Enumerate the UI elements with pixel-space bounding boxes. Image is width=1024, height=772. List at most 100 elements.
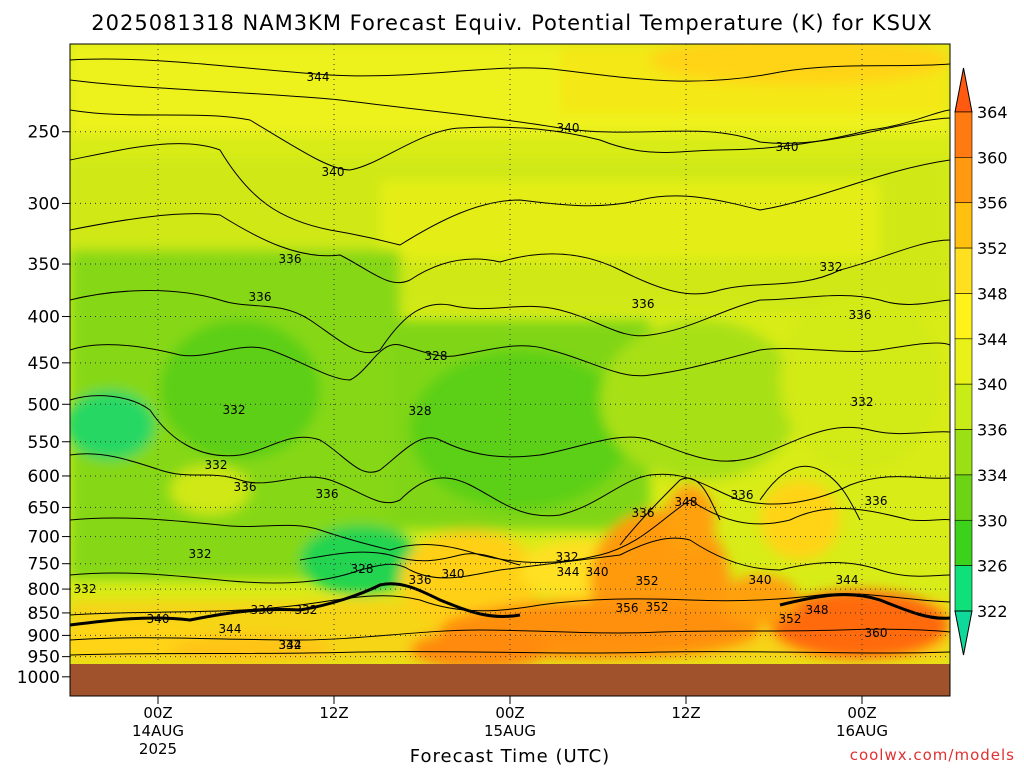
y-tick-label: 600 bbox=[28, 467, 60, 487]
colorbar-segment bbox=[954, 247, 973, 294]
contour-label: 348 bbox=[806, 603, 829, 617]
colorbar-tick-label: 352 bbox=[977, 239, 1008, 258]
contour-label: 332 bbox=[851, 395, 874, 409]
x-tick-label: 2025 bbox=[139, 740, 177, 758]
y-tick-label: 400 bbox=[28, 308, 60, 328]
contour-label: 336 bbox=[409, 573, 432, 587]
colorbar-tick-label: 334 bbox=[977, 466, 1008, 485]
plot-area bbox=[70, 44, 950, 664]
contour-label: 332 bbox=[279, 638, 302, 652]
y-axis: 2503003504004505005506006507007508008509… bbox=[17, 123, 70, 688]
contour-labels: 344 340 340 340 336 336 336 332 336 336 328 332 328 3… bbox=[74, 70, 888, 652]
ground-band bbox=[70, 664, 950, 696]
y-tick-label: 700 bbox=[28, 528, 60, 548]
contour-label: 336 bbox=[632, 506, 655, 520]
contour-label: 340 bbox=[442, 567, 465, 581]
contour-label: 360 bbox=[865, 626, 888, 640]
x-tick-label: 12Z bbox=[671, 704, 700, 722]
x-tick-label: 15AUG bbox=[484, 722, 536, 740]
y-tick-label: 1000 bbox=[17, 668, 60, 688]
y-tick-label: 850 bbox=[28, 604, 60, 624]
colorbar: 364 360 356 352 348 344 340 336 334 330 326 322 bbox=[954, 67, 1008, 656]
colorbar-segment bbox=[954, 202, 973, 249]
contour-label: 336 bbox=[279, 252, 302, 266]
colorbar-segment bbox=[954, 157, 973, 204]
contour-label: 336 bbox=[865, 494, 888, 508]
x-tick-label: 00Z bbox=[143, 704, 172, 722]
contour-label: 340 bbox=[776, 140, 799, 154]
colorbar-segment bbox=[954, 565, 973, 612]
chart-title: 2025081318 NAM3KM Forecast Equiv. Potent… bbox=[91, 11, 932, 35]
colorbar-tick-label: 322 bbox=[977, 602, 1008, 621]
contour-label: 336 bbox=[849, 308, 872, 322]
y-tick-label: 550 bbox=[28, 433, 60, 453]
colorbar-tick-label: 340 bbox=[977, 375, 1008, 394]
contour-label: 332 bbox=[189, 547, 212, 561]
contour-label: 332 bbox=[74, 582, 97, 596]
contour-label: 344 bbox=[307, 70, 330, 84]
contour-label: 356 bbox=[616, 601, 639, 615]
contour-label: 336 bbox=[234, 480, 257, 494]
colorbar-tick-label: 360 bbox=[977, 148, 1008, 167]
contour-label: 336 bbox=[731, 488, 754, 502]
colorbar-segment bbox=[954, 111, 973, 158]
contour-label: 352 bbox=[646, 600, 669, 614]
contour-label: 328 bbox=[351, 562, 374, 576]
x-tick-label: 00Z bbox=[495, 704, 524, 722]
contour-label: 340 bbox=[586, 565, 609, 579]
contour-label: 328 bbox=[409, 404, 432, 418]
y-tick-label: 750 bbox=[28, 555, 60, 575]
colorbar-tick-label: 356 bbox=[977, 194, 1008, 213]
y-tick-label: 650 bbox=[28, 498, 60, 518]
colorbar-tick-label: 330 bbox=[977, 511, 1008, 530]
contour-label: 332 bbox=[205, 458, 228, 472]
y-tick-label: 300 bbox=[28, 194, 60, 214]
contour-label: 332 bbox=[295, 603, 318, 617]
contour-label: 332 bbox=[820, 260, 843, 274]
colorbar-segment bbox=[954, 293, 973, 340]
contour-label: 352 bbox=[779, 612, 802, 626]
x-tick-label: 16AUG bbox=[836, 722, 888, 740]
contour-label: 344 bbox=[836, 573, 859, 587]
x-tick-label: 14AUG bbox=[132, 722, 184, 740]
colorbar-segment bbox=[954, 474, 973, 521]
contour-label: 348 bbox=[675, 495, 698, 509]
colorbar-segment bbox=[954, 383, 973, 430]
contour-label: 332 bbox=[223, 403, 246, 417]
colorbar-tick-label: 364 bbox=[977, 103, 1008, 122]
x-tick-label: 00Z bbox=[847, 704, 876, 722]
colorbar-bottom-arrow bbox=[954, 610, 973, 656]
contour-label: 344 bbox=[279, 638, 302, 652]
y-tick-label: 800 bbox=[28, 580, 60, 600]
colorbar-tick-label: 344 bbox=[977, 330, 1008, 349]
contour-label: 340 bbox=[749, 573, 772, 587]
credit-text: coolwx.com/models bbox=[850, 746, 1015, 764]
contour-lines bbox=[70, 58, 950, 656]
y-tick-label: 900 bbox=[28, 626, 60, 646]
y-tick-label: 350 bbox=[28, 255, 60, 275]
colorbar-segment bbox=[954, 519, 973, 566]
y-tick-label: 950 bbox=[28, 648, 60, 668]
y-tick-label: 250 bbox=[28, 123, 60, 143]
contour-label: 336 bbox=[632, 297, 655, 311]
contour-label: 336 bbox=[316, 487, 339, 501]
y-tick-label: 450 bbox=[28, 354, 60, 374]
contour-label: 336 bbox=[249, 290, 272, 304]
colorbar-top-arrow bbox=[954, 67, 973, 113]
y-tick-label: 500 bbox=[28, 395, 60, 415]
contour-label: 340 bbox=[557, 121, 580, 135]
x-axis-label: Forecast Time (UTC) bbox=[410, 746, 610, 767]
colorbar-segment bbox=[954, 338, 973, 385]
contour-label: 344 bbox=[219, 622, 242, 636]
contour-label: 332 bbox=[556, 550, 579, 564]
contour-label: 344 bbox=[557, 565, 580, 579]
x-tick-label: 12Z bbox=[319, 704, 348, 722]
contour-label: 352 bbox=[636, 574, 659, 588]
colorbar-segment bbox=[954, 429, 973, 476]
contour-label: 340 bbox=[322, 165, 345, 179]
colorbar-tick-label: 336 bbox=[977, 421, 1008, 440]
contour-label: 328 bbox=[425, 349, 448, 363]
